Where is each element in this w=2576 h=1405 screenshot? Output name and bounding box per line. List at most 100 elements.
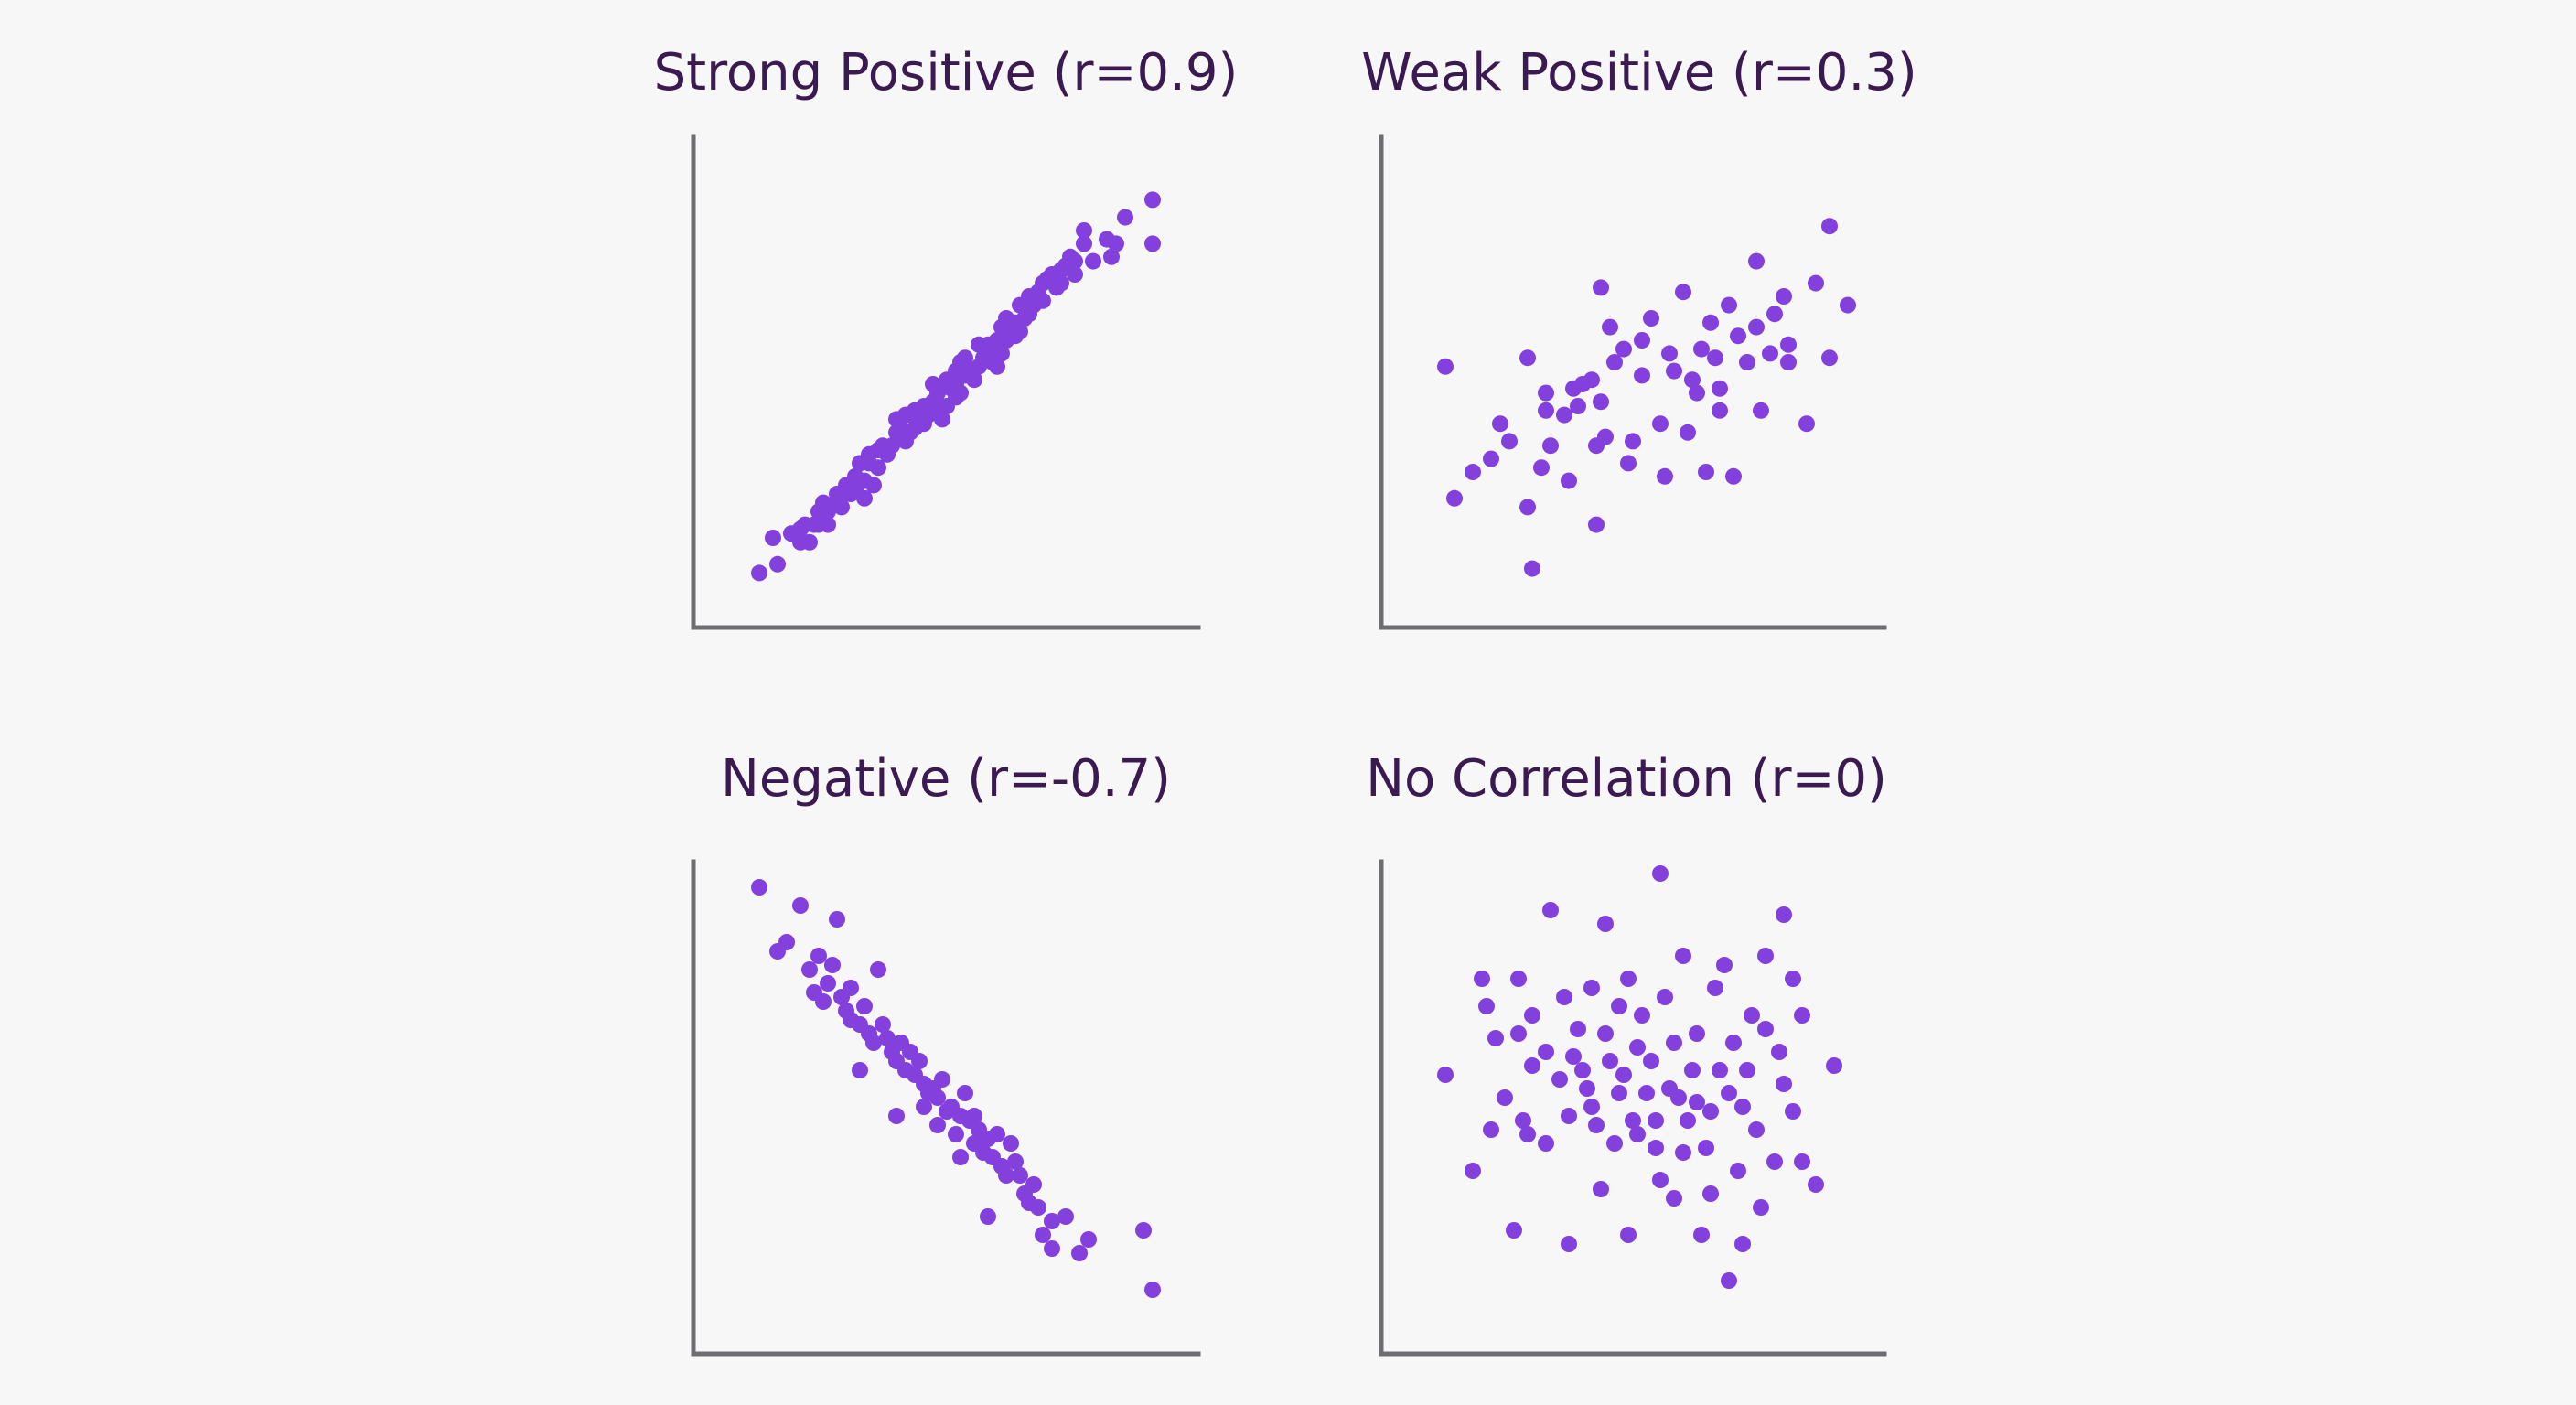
- data-point: [769, 555, 786, 573]
- data-point: [1602, 1053, 1618, 1069]
- data-point: [1776, 288, 1792, 305]
- data-point: [1629, 1126, 1646, 1142]
- data-point: [1542, 902, 1559, 918]
- data-point: [1606, 1135, 1623, 1152]
- data-point: [1515, 1112, 1531, 1129]
- data-point: [1840, 296, 1856, 314]
- data-point: [1766, 306, 1783, 323]
- data-point: [1588, 1117, 1605, 1133]
- data-point: [751, 879, 767, 896]
- data-point: [1510, 971, 1527, 987]
- data-point: [1698, 1140, 1714, 1156]
- data-point: [1108, 235, 1124, 252]
- data-point: [1766, 1153, 1783, 1170]
- data-point: [1561, 1108, 1577, 1124]
- data-point: [1634, 367, 1650, 384]
- data-point: [1611, 1085, 1627, 1101]
- data-point: [1030, 1199, 1046, 1216]
- data-point: [852, 1062, 868, 1078]
- data-point: [1666, 1190, 1682, 1207]
- data-point: [952, 1149, 969, 1165]
- data-point: [843, 980, 859, 996]
- data-point: [998, 1167, 1014, 1184]
- data-point: [1057, 1208, 1074, 1225]
- data-point: [1044, 1240, 1060, 1257]
- data-point: [1076, 222, 1092, 239]
- data-point: [1076, 235, 1092, 252]
- data-point: [1625, 1112, 1641, 1129]
- panel-title: No Correlation (r=0): [1366, 749, 1887, 809]
- data-point: [1629, 1039, 1646, 1056]
- data-point: [1561, 472, 1577, 489]
- point-layer: [1437, 218, 1856, 577]
- data-point: [1615, 1067, 1632, 1083]
- data-point: [1707, 349, 1723, 367]
- data-point: [1067, 266, 1083, 283]
- data-point: [1675, 284, 1691, 301]
- data-point: [1556, 406, 1572, 424]
- data-point: [1625, 433, 1641, 450]
- data-point: [1465, 1163, 1481, 1179]
- data-point: [1035, 292, 1051, 309]
- data-point: [934, 411, 950, 428]
- data-point: [1524, 1057, 1540, 1074]
- data-point: [993, 345, 1010, 362]
- data-point: [1638, 1085, 1655, 1101]
- data-point: [1702, 314, 1719, 331]
- data-point: [1446, 489, 1463, 507]
- data-point: [1606, 354, 1623, 370]
- data-point: [1798, 415, 1815, 433]
- data-point: [1538, 384, 1554, 402]
- data-point: [879, 1030, 896, 1046]
- data-point: [888, 1108, 905, 1124]
- data-point: [1615, 340, 1632, 358]
- data-point: [980, 1208, 996, 1225]
- data-point: [1542, 437, 1559, 455]
- data-point: [1510, 1025, 1527, 1042]
- data-point: [1474, 971, 1490, 987]
- data-point: [1524, 1007, 1540, 1024]
- data-point: [884, 437, 900, 455]
- data-point: [865, 1035, 882, 1051]
- data-point: [1821, 218, 1838, 235]
- data-point: [1808, 1176, 1824, 1193]
- data-point: [1483, 450, 1499, 467]
- data-point: [1044, 1213, 1060, 1229]
- data-point: [1684, 1062, 1701, 1078]
- data-point: [1144, 191, 1161, 209]
- data-point: [875, 1016, 891, 1033]
- data-point: [1666, 1035, 1682, 1051]
- data-point: [1808, 274, 1824, 292]
- data-point: [1583, 371, 1600, 389]
- data-point: [1597, 1025, 1614, 1042]
- data-point: [870, 961, 886, 978]
- data-point: [1533, 459, 1550, 477]
- data-point: [1648, 1140, 1664, 1156]
- data-point: [1734, 1236, 1751, 1252]
- data-point: [1519, 499, 1536, 516]
- data-point: [1643, 1053, 1659, 1069]
- data-point: [1762, 345, 1778, 362]
- data-point: [1680, 424, 1696, 441]
- data-point: [1680, 1112, 1696, 1129]
- data-point: [1085, 252, 1101, 270]
- data-point: [1730, 1163, 1746, 1179]
- data-point: [1593, 1181, 1609, 1197]
- data-point: [1053, 274, 1069, 292]
- data-point: [1702, 1185, 1719, 1202]
- data-point: [1693, 1227, 1710, 1243]
- data-point: [1689, 1094, 1705, 1110]
- data-point: [1821, 349, 1838, 367]
- data-point: [1757, 1021, 1774, 1037]
- data-point: [1556, 989, 1572, 1005]
- data-point: [1675, 1144, 1691, 1161]
- data-point: [1643, 310, 1659, 327]
- data-point: [1071, 1245, 1088, 1261]
- data-point: [1702, 1103, 1719, 1120]
- data-point: [1478, 998, 1495, 1014]
- data-point: [989, 1126, 1005, 1142]
- data-point: [1067, 252, 1083, 270]
- panel-title: Strong Positive (r=0.9): [654, 43, 1239, 102]
- data-point: [952, 384, 969, 402]
